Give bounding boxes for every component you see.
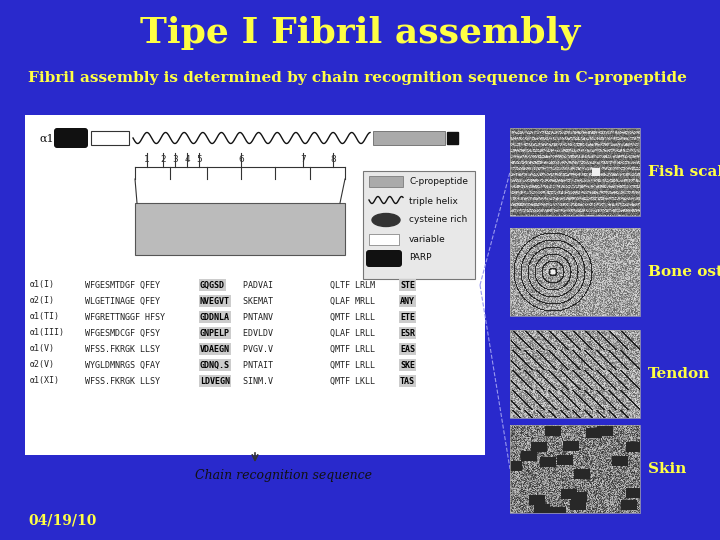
Text: cysteine rich: cysteine rich [409, 215, 467, 225]
Text: WFGESMTDGF QFEY: WFGESMTDGF QFEY [85, 280, 160, 289]
Text: SINM.V: SINM.V [238, 376, 273, 386]
Text: 6: 6 [238, 155, 244, 164]
Text: WFSS.FKRGK LLSY: WFSS.FKRGK LLSY [85, 376, 160, 386]
Text: Tipe I Fibril assembly: Tipe I Fibril assembly [140, 16, 580, 50]
Text: ESR: ESR [400, 328, 415, 338]
Text: Tendon: Tendon [648, 367, 710, 381]
Text: Fibril assembly is determined by chain recognition sequence in C-propeptide: Fibril assembly is determined by chain r… [28, 71, 687, 85]
Bar [510, 425, 640, 513]
Text: QMTF LRLL: QMTF LRLL [330, 345, 375, 354]
Text: PVGV.V: PVGV.V [238, 345, 273, 354]
Bar [91, 131, 129, 145]
Text: WFGESMDCGF QFSY: WFGESMDCGF QFSY [85, 328, 160, 338]
Text: GDNQ.S: GDNQ.S [200, 361, 230, 369]
Text: WFSS.FKRGK LLSY: WFSS.FKRGK LLSY [85, 345, 160, 354]
Text: 8: 8 [330, 155, 336, 164]
Text: α1(III): α1(III) [30, 328, 65, 338]
Bar [447, 132, 458, 144]
Text: PADVAI: PADVAI [238, 280, 273, 289]
Text: 7: 7 [300, 155, 306, 164]
Text: QMTF LRLL: QMTF LRLL [330, 313, 375, 321]
Text: VDAEGN: VDAEGN [200, 345, 230, 354]
Text: Skin: Skin [648, 462, 686, 476]
Bar [363, 171, 475, 279]
Text: α1(XI): α1(XI) [30, 376, 60, 386]
Text: Fish scale: Fish scale [648, 165, 720, 179]
Text: ETE: ETE [400, 313, 415, 321]
Bar [135, 203, 345, 255]
Text: QLTF LRLM: QLTF LRLM [330, 280, 375, 289]
Text: QLAF LRLL: QLAF LRLL [330, 328, 375, 338]
Text: 04/19/10: 04/19/10 [28, 513, 96, 527]
Bar [369, 176, 403, 187]
Text: 4: 4 [184, 155, 190, 164]
Bar [510, 330, 640, 418]
Text: 3: 3 [172, 155, 178, 164]
Text: α1: α1 [39, 134, 53, 144]
Ellipse shape [372, 213, 400, 226]
Text: GDDNLA: GDDNLA [200, 313, 230, 321]
Text: ANY: ANY [400, 296, 415, 306]
FancyBboxPatch shape [54, 128, 88, 148]
Text: α1(V): α1(V) [30, 345, 55, 354]
Text: WLGETINAGE QFEY: WLGETINAGE QFEY [85, 296, 160, 306]
Text: PNTANV: PNTANV [238, 313, 273, 321]
Text: α1(I): α1(I) [30, 280, 55, 289]
Text: Bone osteon: Bone osteon [648, 265, 720, 279]
Text: EDVLDV: EDVLDV [238, 328, 273, 338]
Text: GNPELP: GNPELP [200, 328, 230, 338]
Text: PARP: PARP [409, 253, 431, 262]
Bar [369, 234, 399, 245]
Text: α2(V): α2(V) [30, 361, 55, 369]
Text: GQGSD: GQGSD [200, 280, 225, 289]
Bar [25, 115, 485, 455]
Text: variable: variable [409, 234, 446, 244]
Text: EAS: EAS [400, 345, 415, 354]
Text: triple helix: triple helix [409, 197, 458, 206]
Text: α2(I): α2(I) [30, 296, 55, 306]
Text: WYGLDMNRGS QFAY: WYGLDMNRGS QFAY [85, 361, 160, 369]
Text: STE: STE [400, 280, 415, 289]
Text: Chain recognition sequence: Chain recognition sequence [195, 469, 372, 482]
Text: LDVEGN: LDVEGN [200, 376, 230, 386]
Text: PNTAIT: PNTAIT [238, 361, 273, 369]
Bar [510, 228, 640, 316]
Text: 5: 5 [196, 155, 202, 164]
Text: NVEGVT: NVEGVT [200, 296, 230, 306]
Text: SKEMAT: SKEMAT [238, 296, 273, 306]
Bar [373, 131, 445, 145]
Bar [510, 128, 640, 216]
Text: SKE: SKE [400, 361, 415, 369]
Text: QMTF LRLL: QMTF LRLL [330, 361, 375, 369]
FancyBboxPatch shape [366, 250, 402, 267]
Text: WFGRETTNGGF HFSY: WFGRETTNGGF HFSY [85, 313, 165, 321]
Text: QLAF MRLL: QLAF MRLL [330, 296, 375, 306]
Text: C-propeptide: C-propeptide [409, 178, 468, 186]
Text: 1: 1 [144, 155, 150, 164]
Text: TAS: TAS [400, 376, 415, 386]
Text: 2: 2 [160, 155, 166, 164]
Text: α1(TI): α1(TI) [30, 313, 60, 321]
Text: QMTF LKLL: QMTF LKLL [330, 376, 375, 386]
